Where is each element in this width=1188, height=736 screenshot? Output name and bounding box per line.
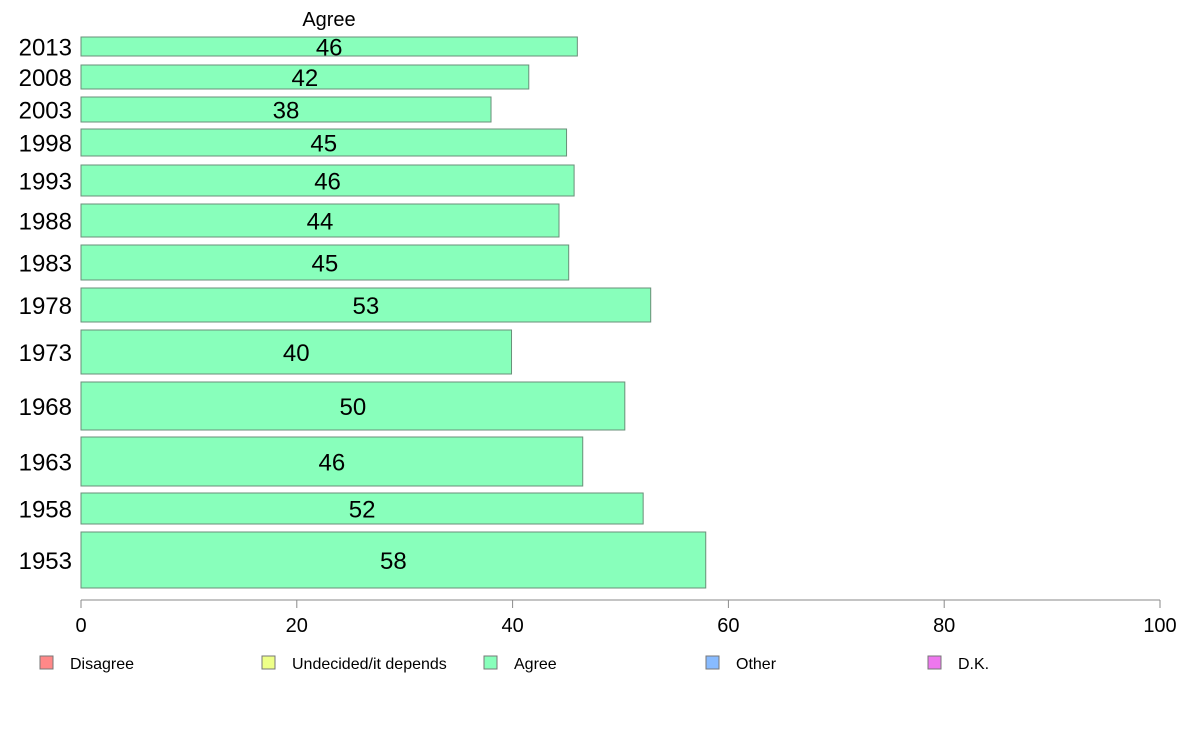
category-label-1968: 1968 (19, 394, 72, 421)
bar-1968 (80, 381, 626, 431)
bar-1998 (80, 128, 568, 157)
category-label-1998: 1998 (19, 131, 72, 158)
value-label-1978: 53 (353, 293, 380, 320)
category-label-1958: 1958 (19, 497, 72, 524)
legend-swatch-undecided-it-depends (261, 655, 276, 670)
bar-1963 (80, 436, 584, 487)
legend-swatch-d-k (927, 655, 942, 670)
legend-label-undecided-it-depends: Undecided/it depends (292, 656, 447, 673)
legend: Disagree Undecided/it depends Agree Other D.… (39, 655, 989, 673)
x-tick-label-60: 60 (717, 615, 739, 637)
bar-2013 (80, 36, 578, 57)
bar-1978 (80, 287, 652, 323)
legend-label-agree: Agree (514, 656, 557, 673)
category-label-2003: 2003 (19, 98, 72, 125)
legend-swatch-other (705, 655, 720, 670)
legend-swatch-agree (483, 655, 498, 670)
category-label-1978: 1978 (19, 293, 72, 320)
bar-1953 (80, 531, 707, 589)
value-label-1998: 45 (310, 131, 337, 158)
category-label-1973: 1973 (19, 340, 72, 367)
value-label-1968: 50 (340, 394, 367, 421)
value-label-2003: 38 (273, 98, 300, 125)
legend-label-other: Other (736, 656, 777, 673)
category-label-1953: 1953 (19, 548, 72, 575)
bar-1983 (80, 244, 570, 281)
x-tick-label-100: 100 (1143, 615, 1176, 637)
value-label-1988: 44 (307, 209, 334, 236)
value-label-2008: 42 (292, 65, 319, 92)
value-label-1993: 46 (314, 169, 341, 196)
column-header-agree: Agree (302, 9, 355, 31)
x-tick-label-40: 40 (501, 615, 523, 637)
category-label-1988: 1988 (19, 209, 72, 236)
value-label-1963: 46 (319, 450, 346, 477)
x-tick-label-0: 0 (75, 615, 86, 637)
bar-1993 (80, 164, 575, 197)
value-label-1973: 40 (283, 340, 310, 367)
category-label-2008: 2008 (19, 65, 72, 92)
x-tick-label-20: 20 (286, 615, 308, 637)
bar-1988 (80, 203, 560, 238)
category-label-2013: 2013 (19, 35, 72, 62)
value-label-1958: 52 (349, 497, 376, 524)
bar-1973 (80, 329, 513, 375)
bars-layer: 2013 46 2008 42 2003 38 1998 45 1993 46 1988 44 1983… (19, 35, 707, 589)
category-label-1983: 1983 (19, 251, 72, 278)
category-label-1963: 1963 (19, 450, 72, 477)
category-label-1993: 1993 (19, 169, 72, 196)
legend-swatch-disagree (39, 655, 54, 670)
x-tick-label-80: 80 (933, 615, 955, 637)
value-label-1983: 45 (312, 251, 339, 278)
value-label-1953: 58 (380, 548, 407, 575)
bar-2003 (80, 96, 492, 123)
bar-2008 (80, 64, 530, 90)
x-axis: 0 20 40 60 80 100 (75, 599, 1177, 637)
legend-label-d-k: D.K. (958, 656, 989, 673)
bar-1958 (80, 492, 644, 525)
value-label-2013: 46 (316, 35, 343, 62)
legend-label-disagree: Disagree (70, 656, 134, 673)
